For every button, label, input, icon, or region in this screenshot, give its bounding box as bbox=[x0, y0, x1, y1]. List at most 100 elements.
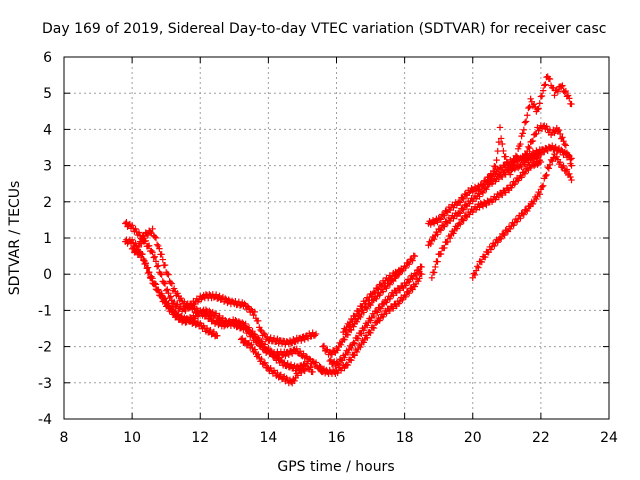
data-point bbox=[441, 244, 448, 252]
data-point bbox=[427, 240, 434, 248]
data-point bbox=[492, 163, 499, 171]
data-point bbox=[245, 324, 253, 331]
data-point bbox=[337, 341, 345, 349]
data-point bbox=[277, 371, 285, 378]
data-point bbox=[187, 316, 195, 323]
data-point bbox=[545, 165, 553, 172]
data-point bbox=[167, 305, 174, 312]
data-point bbox=[312, 359, 320, 366]
data-point bbox=[536, 100, 543, 107]
data-point bbox=[303, 360, 311, 367]
data-point bbox=[287, 361, 295, 368]
data-point bbox=[155, 262, 162, 269]
data-point bbox=[411, 270, 419, 277]
data-point bbox=[539, 182, 547, 189]
data-point bbox=[139, 251, 146, 258]
data-point bbox=[379, 288, 387, 295]
data-point bbox=[241, 338, 248, 345]
data-point bbox=[306, 355, 313, 363]
data-point bbox=[511, 157, 518, 165]
data-point bbox=[370, 312, 378, 320]
data-point bbox=[519, 130, 526, 137]
data-point bbox=[284, 360, 291, 367]
data-point bbox=[170, 298, 178, 306]
data-point bbox=[135, 229, 143, 236]
data-point bbox=[348, 357, 355, 364]
data-point bbox=[367, 301, 374, 309]
data-point bbox=[559, 134, 566, 141]
data-point bbox=[418, 263, 425, 271]
data-point bbox=[437, 250, 445, 258]
data-point bbox=[396, 287, 404, 294]
data-point bbox=[495, 138, 503, 146]
data-point bbox=[542, 172, 549, 180]
data-point bbox=[518, 163, 525, 171]
data-point bbox=[172, 307, 179, 315]
data-point bbox=[518, 174, 525, 181]
series-track-3 bbox=[135, 225, 316, 376]
data-point bbox=[551, 92, 558, 99]
data-point bbox=[559, 82, 566, 89]
data-point bbox=[152, 234, 160, 242]
data-point bbox=[128, 236, 136, 243]
data-point bbox=[566, 95, 573, 102]
data-point bbox=[307, 364, 314, 371]
data-point bbox=[566, 153, 573, 160]
data-point bbox=[235, 298, 243, 306]
data-point bbox=[214, 332, 221, 339]
data-point bbox=[390, 292, 397, 299]
data-point bbox=[562, 142, 570, 149]
x-tick-label: 12 bbox=[191, 430, 209, 446]
data-point bbox=[298, 369, 305, 376]
data-point bbox=[436, 215, 444, 222]
data-point bbox=[158, 271, 165, 278]
data-point bbox=[555, 126, 563, 134]
data-point bbox=[529, 137, 537, 145]
data-point bbox=[508, 166, 515, 174]
series-track-6 bbox=[319, 252, 419, 358]
data-point bbox=[151, 233, 159, 241]
data-point bbox=[496, 234, 504, 242]
data-point bbox=[405, 289, 413, 297]
data-point bbox=[130, 244, 137, 251]
data-point bbox=[373, 308, 380, 315]
data-point bbox=[542, 81, 549, 88]
data-point bbox=[363, 322, 371, 329]
data-point bbox=[128, 222, 136, 229]
data-point bbox=[549, 157, 556, 165]
data-point bbox=[462, 191, 470, 198]
data-point bbox=[251, 308, 258, 316]
data-point bbox=[235, 318, 243, 325]
y-tick-label: 2 bbox=[43, 195, 52, 211]
data-point bbox=[460, 195, 467, 203]
data-point bbox=[499, 173, 506, 181]
data-point bbox=[520, 211, 528, 218]
data-point bbox=[344, 349, 352, 357]
y-tick-label: 3 bbox=[43, 159, 52, 175]
y-tick-label: -1 bbox=[38, 303, 52, 319]
data-point bbox=[556, 159, 564, 166]
data-points bbox=[122, 73, 575, 387]
data-point bbox=[301, 336, 308, 343]
data-point bbox=[161, 280, 169, 287]
data-point bbox=[495, 175, 503, 183]
series-track-1 bbox=[122, 219, 320, 348]
data-point bbox=[544, 147, 551, 155]
data-point bbox=[374, 285, 381, 292]
data-point bbox=[170, 308, 178, 316]
data-point bbox=[354, 335, 362, 342]
data-point bbox=[446, 235, 454, 242]
data-point bbox=[546, 161, 554, 169]
data-point bbox=[478, 188, 486, 196]
data-point bbox=[564, 92, 572, 99]
data-point bbox=[478, 181, 486, 188]
data-point bbox=[377, 281, 384, 289]
x-tick-label: 24 bbox=[600, 430, 618, 446]
data-point bbox=[184, 300, 191, 307]
y-tick-label: 4 bbox=[43, 122, 52, 138]
data-point bbox=[174, 290, 181, 297]
data-point bbox=[530, 101, 538, 108]
data-point bbox=[311, 332, 319, 339]
data-point bbox=[337, 356, 345, 364]
